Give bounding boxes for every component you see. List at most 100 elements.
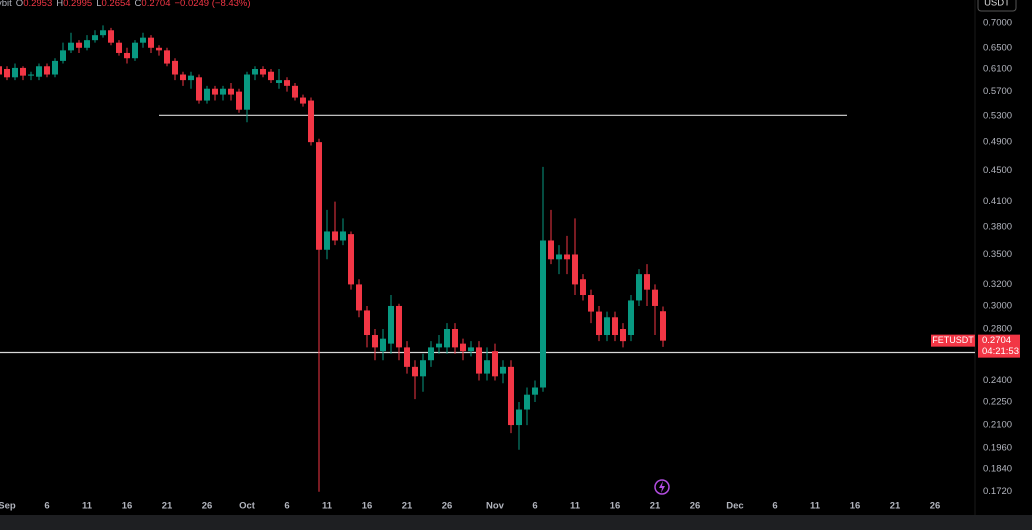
alert-icon[interactable] <box>654 479 670 495</box>
candle-body <box>516 409 522 426</box>
candle-body <box>452 329 458 348</box>
x-tick-label: 26 <box>202 501 213 512</box>
candle-body <box>164 50 170 64</box>
candle-body <box>524 394 530 410</box>
ohlc-value: 0.2654 <box>101 0 130 9</box>
candle-body <box>68 42 74 51</box>
x-tick-label: Dec <box>726 501 743 512</box>
candle-body <box>268 71 274 81</box>
candle-body <box>636 274 642 301</box>
candle-body <box>588 295 594 312</box>
candle-body <box>436 343 442 348</box>
candle-body <box>276 80 282 83</box>
y-tick-label: 0.1840 <box>983 464 1012 475</box>
x-tick-label: 16 <box>122 501 133 512</box>
candle-body <box>404 347 410 367</box>
x-tick-label: 26 <box>690 501 701 512</box>
candle-body <box>132 42 138 59</box>
candle-body <box>324 231 330 250</box>
candle-body <box>332 231 338 241</box>
x-tick-label: 21 <box>162 501 173 512</box>
ohlc-value: 0.2704 <box>141 0 170 9</box>
candle-body <box>652 289 658 306</box>
axes: 0.7000 0.6500 0.6100 0.5700 0.5300 0.4900 0.45… <box>0 18 1020 512</box>
candle-body <box>108 30 114 43</box>
x-tick-label: Oct <box>239 501 256 512</box>
x-tick-label: 11 <box>570 501 581 512</box>
countdown-tag: 04:21:53 <box>982 346 1019 357</box>
candle-body <box>316 142 322 250</box>
x-tick-label: 11 <box>82 501 93 512</box>
candle-body <box>460 343 466 352</box>
candle-body <box>12 67 18 78</box>
y-tick-label: 0.7000 <box>983 18 1012 29</box>
candle-body <box>84 40 90 48</box>
source: ybit <box>0 0 12 9</box>
change: −0.0249 (−8.43%) <box>174 0 250 9</box>
candle-body <box>628 300 634 336</box>
candle-body <box>444 329 450 348</box>
ohlc-header: ybit O0.2953 H0.2995 L0.2654 C0.2704 −0.0249 … <box>0 0 251 9</box>
candle-body <box>52 60 58 75</box>
x-tick-label: 21 <box>890 501 901 512</box>
candle-body <box>612 317 618 336</box>
y-tick-label: 0.1720 <box>983 486 1012 497</box>
price-tag-bg <box>978 334 1020 358</box>
symbol-tag: FETUSDT <box>932 335 974 345</box>
y-tick-label: 0.3500 <box>983 249 1012 260</box>
candle-body <box>140 37 146 43</box>
ohlc-label: O <box>16 0 23 9</box>
candle-body <box>124 52 130 59</box>
candle-body <box>364 310 370 336</box>
candle-body <box>308 100 314 143</box>
candle-body <box>180 74 186 81</box>
candle-body <box>300 97 306 104</box>
candle-body <box>500 366 506 374</box>
candle-body <box>220 88 226 95</box>
candle-body <box>356 284 362 311</box>
icon-bolt <box>659 481 665 493</box>
candle-body <box>236 91 242 110</box>
y-tick-label: 0.6100 <box>983 64 1012 75</box>
candle-body <box>556 254 562 260</box>
candle-body <box>388 305 394 344</box>
y-tick-label: 0.4900 <box>983 137 1012 148</box>
candle-body <box>36 66 42 77</box>
x-tick-label: 6 <box>284 501 289 512</box>
x-tick-label: 26 <box>930 501 941 512</box>
ohlc-label: H <box>56 0 63 9</box>
x-tick-label: 16 <box>850 501 861 512</box>
currency-box[interactable] <box>977 0 1017 12</box>
y-tick-label: 0.5300 <box>983 110 1012 121</box>
bottom-bar <box>0 515 1032 530</box>
candle-body <box>196 77 202 101</box>
symbol-tag-bg <box>931 334 975 347</box>
y-tick-label: 0.3200 <box>983 279 1012 290</box>
candle-body <box>412 366 418 377</box>
candle-body <box>204 88 210 101</box>
x-tick-label: 11 <box>322 501 333 512</box>
price-tag: 0.2704 <box>982 335 1011 346</box>
ohlc-label: C <box>135 0 142 9</box>
candle-body <box>508 366 514 426</box>
candle-body <box>564 254 570 260</box>
y-tick-label: 0.2800 <box>983 324 1012 335</box>
ohlc-value: 0.2995 <box>63 0 92 9</box>
y-tick-label: 0.4500 <box>983 165 1012 176</box>
candle-body <box>20 67 26 76</box>
y-tick-label: 0.2250 <box>983 397 1012 408</box>
candle-body <box>396 305 402 348</box>
candle-body <box>60 50 66 61</box>
y-tick-label: 0.1960 <box>983 443 1012 454</box>
candle-body <box>492 351 498 377</box>
x-tick-label: 26 <box>442 501 453 512</box>
candle-body <box>604 317 610 336</box>
candle-body <box>284 80 290 86</box>
x-tick-label: Sep <box>0 501 16 512</box>
candle-body <box>660 311 666 341</box>
ohlc-label: L <box>96 0 101 9</box>
candle-body <box>44 66 50 75</box>
x-tick-label: Nov <box>486 501 505 512</box>
